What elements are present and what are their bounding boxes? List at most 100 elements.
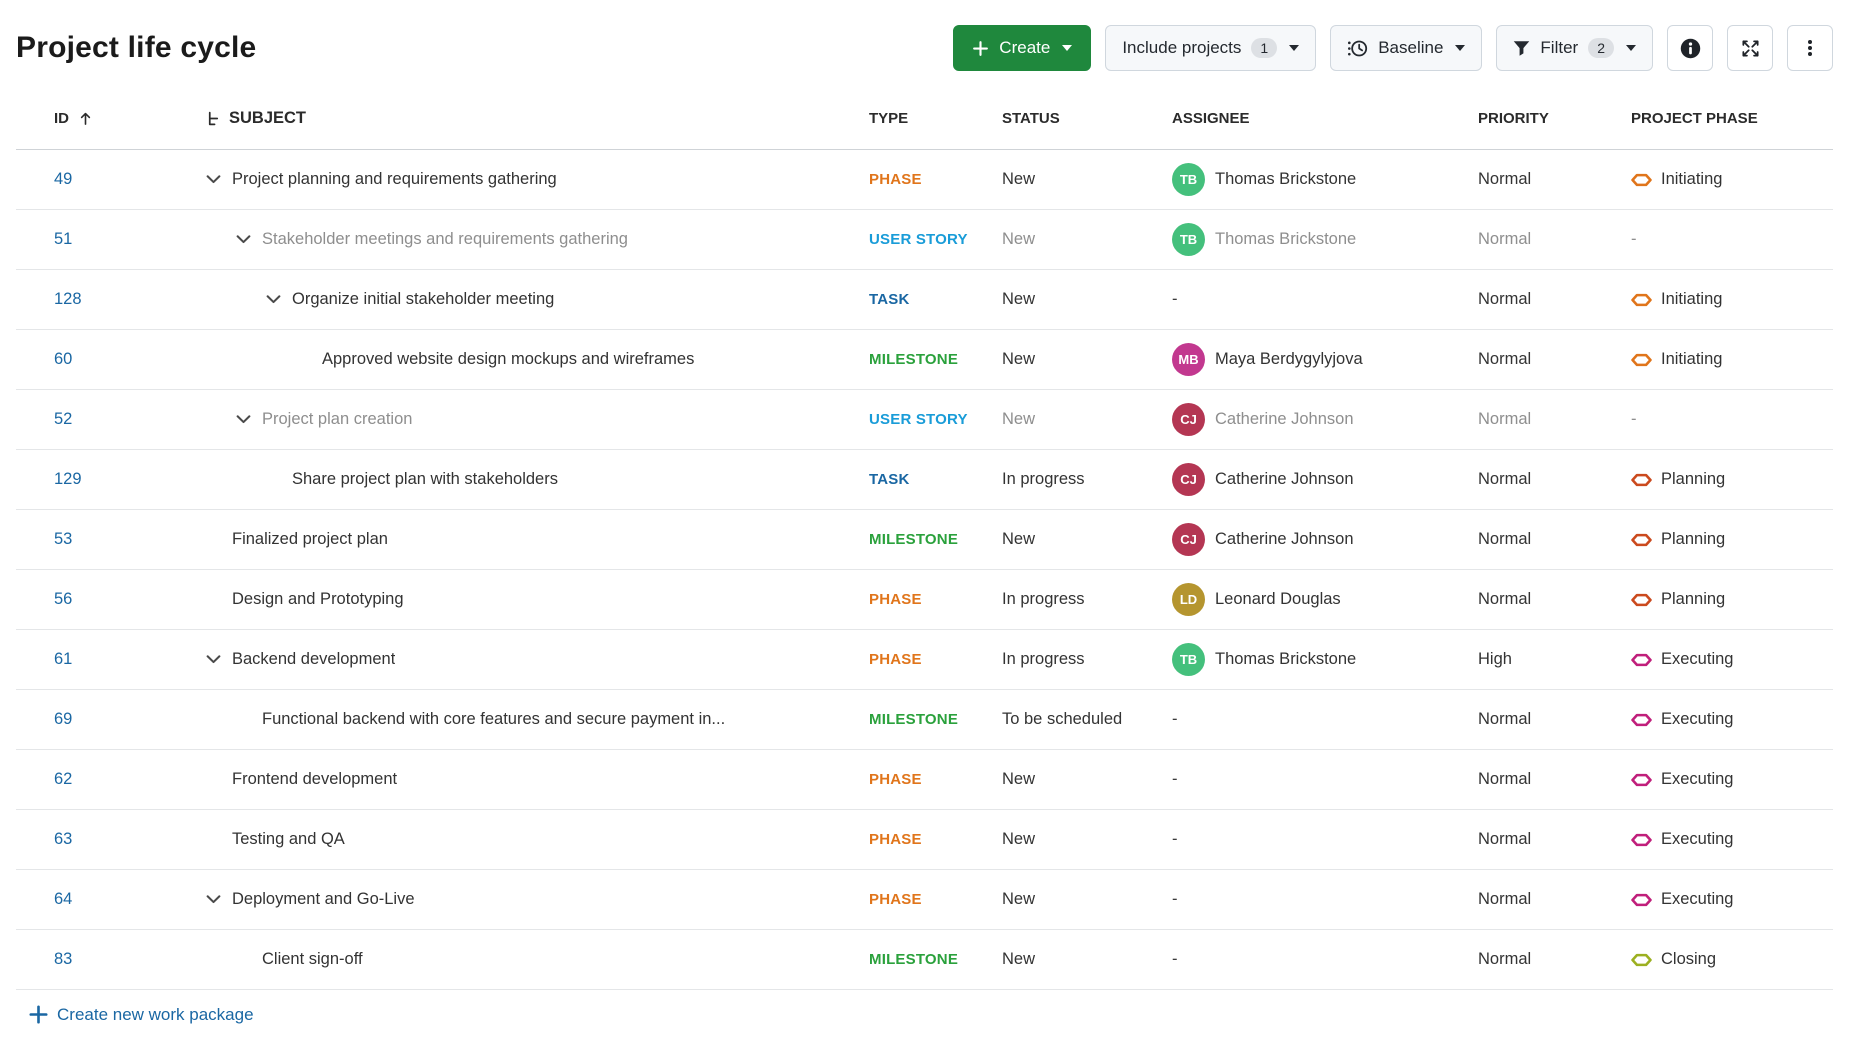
assignee-cell[interactable]: - xyxy=(1172,950,1478,969)
table-row[interactable]: 129 Share project plan with stakeholders… xyxy=(16,450,1833,510)
type-cell[interactable]: MILESTONE xyxy=(869,531,959,548)
status-cell[interactable]: In progress xyxy=(1002,590,1085,608)
project-phase-cell[interactable]: Initiating xyxy=(1631,290,1833,309)
column-header-priority[interactable]: PRIORITY xyxy=(1478,110,1631,127)
type-cell[interactable]: MILESTONE xyxy=(869,711,959,728)
work-package-id-link[interactable]: 62 xyxy=(54,770,73,788)
type-cell[interactable]: PHASE xyxy=(869,171,922,188)
status-cell[interactable]: New xyxy=(1002,530,1036,548)
create-button[interactable]: Create xyxy=(953,25,1092,71)
assignee-cell[interactable]: LD Leonard Douglas xyxy=(1172,583,1478,616)
work-package-id-link[interactable]: 52 xyxy=(54,410,73,428)
type-cell[interactable]: MILESTONE xyxy=(869,351,959,368)
collapse-chevron-icon[interactable] xyxy=(204,895,222,904)
priority-cell[interactable]: Normal xyxy=(1478,410,1532,428)
more-options-button[interactable] xyxy=(1787,25,1833,71)
type-cell[interactable]: PHASE xyxy=(869,651,922,668)
priority-cell[interactable]: Normal xyxy=(1478,770,1532,788)
priority-cell[interactable]: Normal xyxy=(1478,470,1532,488)
priority-cell[interactable]: Normal xyxy=(1478,830,1532,848)
assignee-name[interactable]: Thomas Brickstone xyxy=(1215,230,1357,248)
work-package-id-link[interactable]: 69 xyxy=(54,710,73,728)
work-package-subject[interactable]: Frontend development xyxy=(232,770,398,788)
assignee-cell[interactable]: TB Thomas Brickstone xyxy=(1172,643,1478,676)
column-header-type[interactable]: TYPE xyxy=(869,110,1002,127)
table-row[interactable]: 128 Organize initial stakeholder meeting… xyxy=(16,270,1833,330)
assignee-cell[interactable]: MB Maya Berdygylyjova xyxy=(1172,343,1478,376)
column-header-subject[interactable]: SUBJECT xyxy=(200,109,869,128)
assignee-cell[interactable]: CJ Catherine Johnson xyxy=(1172,523,1478,556)
status-cell[interactable]: In progress xyxy=(1002,470,1085,488)
project-phase-cell[interactable]: Executing xyxy=(1631,890,1833,909)
project-phase-cell[interactable]: Planning xyxy=(1631,590,1833,609)
project-phase-cell[interactable]: Planning xyxy=(1631,530,1833,549)
work-package-subject[interactable]: Functional backend with core features an… xyxy=(262,710,726,728)
status-cell[interactable]: New xyxy=(1002,230,1036,248)
assignee-name[interactable]: Maya Berdygylyjova xyxy=(1215,350,1363,368)
table-row[interactable]: 63 Testing and QA PHASE New - Normal Exe… xyxy=(16,810,1833,870)
column-header-project-phase[interactable]: PROJECT PHASE xyxy=(1631,110,1833,127)
assignee-cell[interactable]: - xyxy=(1172,770,1478,789)
table-row[interactable]: 61 Backend development PHASE In progress… xyxy=(16,630,1833,690)
table-row[interactable]: 69 Functional backend with core features… xyxy=(16,690,1833,750)
table-row[interactable]: 51 Stakeholder meetings and requirements… xyxy=(16,210,1833,270)
project-phase-cell[interactable]: Executing xyxy=(1631,830,1833,849)
assignee-cell[interactable]: CJ Catherine Johnson xyxy=(1172,463,1478,496)
table-row[interactable]: 60 Approved website design mockups and w… xyxy=(16,330,1833,390)
collapse-chevron-icon[interactable] xyxy=(204,655,222,664)
work-package-subject[interactable]: Project plan creation xyxy=(262,410,413,428)
assignee-cell[interactable]: - xyxy=(1172,830,1478,849)
type-cell[interactable]: USER STORY xyxy=(869,231,968,248)
table-row[interactable]: 64 Deployment and Go-Live PHASE New - No… xyxy=(16,870,1833,930)
work-package-subject[interactable]: Organize initial stakeholder meeting xyxy=(292,290,555,308)
create-work-package-row[interactable]: Create new work package xyxy=(16,990,1833,1039)
hierarchy-icon[interactable] xyxy=(206,111,221,126)
status-cell[interactable]: New xyxy=(1002,830,1036,848)
work-package-id-link[interactable]: 64 xyxy=(54,890,73,908)
table-row[interactable]: 83 Client sign-off MILESTONE New - Norma… xyxy=(16,930,1833,990)
status-cell[interactable]: New xyxy=(1002,170,1036,188)
priority-cell[interactable]: Normal xyxy=(1478,590,1532,608)
column-header-id[interactable]: ID xyxy=(16,110,200,127)
work-package-subject[interactable]: Share project plan with stakeholders xyxy=(292,470,558,488)
priority-cell[interactable]: Normal xyxy=(1478,170,1532,188)
work-package-id-link[interactable]: 129 xyxy=(54,470,82,488)
project-phase-cell[interactable]: Initiating xyxy=(1631,350,1833,369)
column-header-assignee[interactable]: ASSIGNEE xyxy=(1172,110,1478,127)
work-package-id-link[interactable]: 83 xyxy=(54,950,73,968)
status-cell[interactable]: New xyxy=(1002,290,1036,308)
assignee-cell[interactable]: CJ Catherine Johnson xyxy=(1172,403,1478,436)
priority-cell[interactable]: Normal xyxy=(1478,530,1532,548)
baseline-button[interactable]: Baseline xyxy=(1330,25,1483,71)
status-cell[interactable]: New xyxy=(1002,950,1036,968)
priority-cell[interactable]: Normal xyxy=(1478,350,1532,368)
fullscreen-button[interactable] xyxy=(1727,25,1773,71)
type-cell[interactable]: PHASE xyxy=(869,891,922,908)
work-package-subject[interactable]: Design and Prototyping xyxy=(232,590,404,608)
type-cell[interactable]: TASK xyxy=(869,471,910,488)
status-cell[interactable]: New xyxy=(1002,890,1036,908)
work-package-subject[interactable]: Approved website design mockups and wire… xyxy=(322,350,695,368)
filter-button[interactable]: Filter 2 xyxy=(1496,25,1653,71)
table-row[interactable]: 52 Project plan creation USER STORY New … xyxy=(16,390,1833,450)
priority-cell[interactable]: High xyxy=(1478,650,1512,668)
status-cell[interactable]: In progress xyxy=(1002,650,1085,668)
assignee-cell[interactable]: - xyxy=(1172,290,1478,309)
type-cell[interactable]: TASK xyxy=(869,291,910,308)
status-cell[interactable]: New xyxy=(1002,770,1036,788)
priority-cell[interactable]: Normal xyxy=(1478,950,1532,968)
type-cell[interactable]: USER STORY xyxy=(869,411,968,428)
collapse-chevron-icon[interactable] xyxy=(234,235,252,244)
project-phase-cell[interactable]: Executing xyxy=(1631,710,1833,729)
work-package-id-link[interactable]: 56 xyxy=(54,590,73,608)
work-package-id-link[interactable]: 49 xyxy=(54,170,73,188)
priority-cell[interactable]: Normal xyxy=(1478,290,1532,308)
assignee-cell[interactable]: - xyxy=(1172,710,1478,729)
assignee-name[interactable]: Leonard Douglas xyxy=(1215,590,1341,608)
work-package-subject[interactable]: Testing and QA xyxy=(232,830,345,848)
project-phase-cell[interactable]: - xyxy=(1631,410,1833,429)
project-phase-cell[interactable]: - xyxy=(1631,230,1833,249)
collapse-chevron-icon[interactable] xyxy=(234,415,252,424)
work-package-id-link[interactable]: 128 xyxy=(54,290,82,308)
work-package-id-link[interactable]: 53 xyxy=(54,530,73,548)
